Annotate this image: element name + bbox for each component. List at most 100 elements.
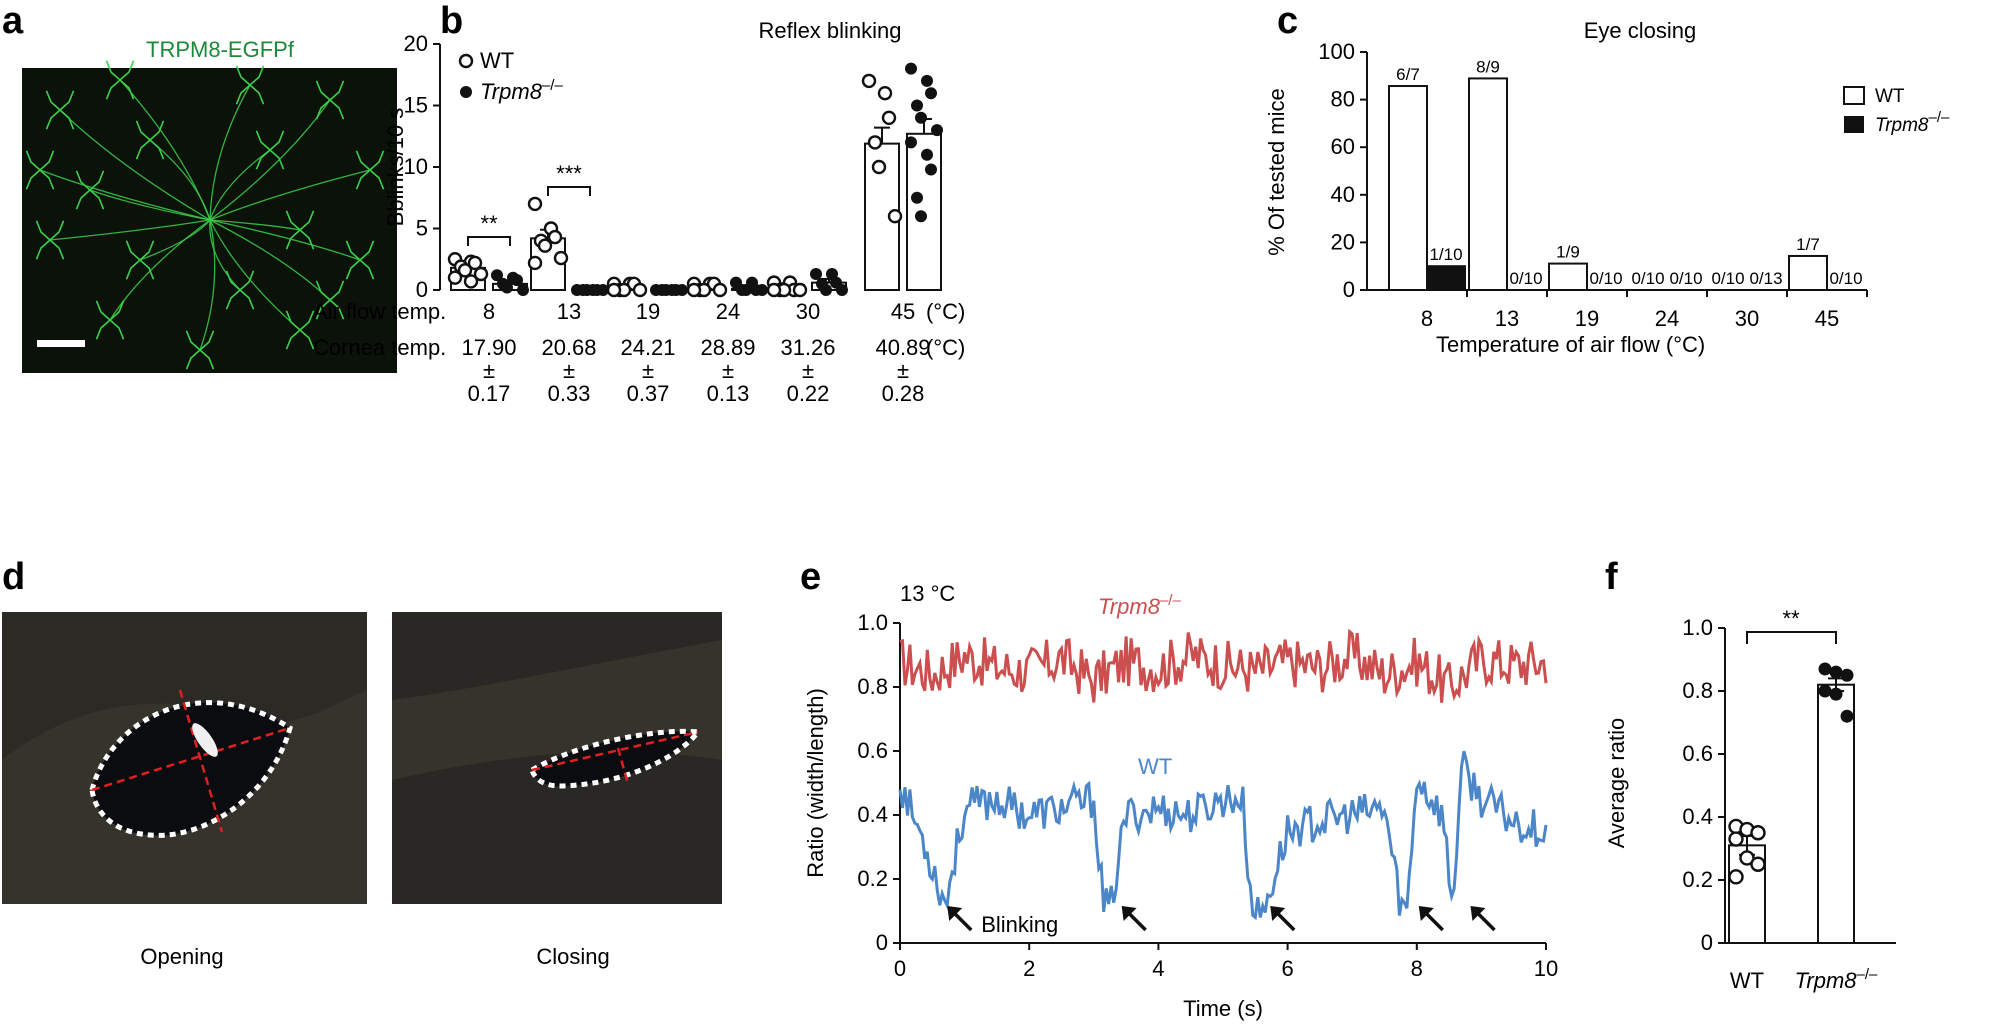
nerve-terminal: [25, 150, 41, 171]
e-y-label: Ratio (width/length): [803, 688, 828, 878]
nerve-terminal: [225, 289, 241, 310]
b-point-ko: [921, 148, 933, 161]
b-cornea-pm: ±: [722, 358, 734, 383]
e-blink-arrow-head: [1121, 906, 1137, 921]
f-significance-label: **: [1782, 606, 1800, 631]
nerve-fiber: [209, 219, 361, 261]
b-x-category: 8: [483, 299, 495, 324]
b-cornea-pm: ±: [563, 358, 575, 383]
c-bar-label: 0/10: [1711, 269, 1744, 288]
c-bar-wt: [1788, 254, 1828, 292]
b-point-ko: [810, 268, 822, 281]
nerve-terminal: [49, 220, 65, 241]
nerve-terminal: [35, 239, 51, 260]
c-y-tick-label: 0: [1343, 277, 1355, 302]
nerve-terminal: [285, 229, 301, 250]
nerve-fiber: [39, 169, 211, 221]
c-legend-wt-label: WT: [1875, 86, 1905, 107]
c-y-tick-label: 60: [1331, 134, 1355, 159]
nerve-terminal: [89, 189, 105, 210]
b-cornea-pm: ±: [802, 358, 814, 383]
nerve-terminal: [355, 169, 371, 190]
f-y-tick-label: 0: [1701, 930, 1713, 955]
opening-caption: Opening: [140, 944, 223, 969]
b-point-wt: [877, 85, 893, 101]
b-point-ko: [915, 111, 927, 124]
b-x-category: 13: [557, 299, 581, 324]
b-y-tick-label: 10: [404, 154, 428, 179]
nerve-terminal: [235, 65, 251, 86]
b-y-tick-label: 15: [404, 93, 428, 118]
nerve-terminal: [345, 240, 361, 261]
nerve-terminal: [75, 189, 91, 210]
b-point-wt: [537, 238, 553, 253]
b-x-category: 19: [636, 299, 660, 324]
nerve-terminal: [119, 79, 135, 100]
nerve-terminal: [255, 149, 271, 170]
nerve-terminal: [35, 220, 51, 241]
b-point-wt: [467, 255, 483, 271]
c-bar-wt: [1468, 77, 1508, 291]
nerve-terminal: [329, 80, 345, 101]
f-point-ko: [1840, 668, 1854, 682]
c-x-tick-label: 8: [1421, 306, 1433, 331]
b-point-wt: [861, 73, 877, 89]
f-point-ko: [1818, 684, 1832, 698]
b-point-ko: [925, 87, 937, 100]
nerve-terminal: [39, 150, 55, 171]
c-bar-wt: [1388, 85, 1428, 291]
nerve-terminal: [239, 270, 255, 291]
b-cornea-sem: 0.33: [548, 381, 591, 406]
e-trace-wt: [898, 750, 1548, 921]
b-significance-bracket: [547, 186, 591, 196]
nerve-terminal: [135, 120, 151, 141]
nerve-terminal: [139, 259, 155, 280]
b-point-ko: [660, 284, 672, 296]
b-point-ko: [517, 284, 529, 296]
b-significance-label: **: [480, 211, 498, 236]
b-point-wt: [447, 270, 463, 285]
f-point-wt: [1728, 831, 1744, 847]
f-y-tick-label: 0.8: [1682, 678, 1713, 703]
chart-c-title: Eye closing: [1584, 18, 1697, 43]
e-blink-arrow-head: [947, 906, 963, 921]
nerve-terminal: [149, 120, 165, 141]
e-y-tick-label: 0.4: [857, 802, 888, 827]
b-point-wt: [712, 282, 728, 298]
e-blink-arrow-head: [1418, 906, 1434, 921]
nerve-terminal: [225, 270, 241, 291]
nerve-fiber: [199, 219, 216, 351]
c-x-tick-label: 13: [1495, 306, 1519, 331]
e-y-tick-label: 0.2: [857, 866, 888, 891]
c-x-label: Temperature of air flow (°C): [1436, 332, 1705, 357]
panel-b-label: b: [440, 0, 463, 42]
panel-d-label: d: [2, 556, 25, 598]
b-point-wt: [887, 208, 903, 224]
nerve-terminal: [125, 259, 141, 280]
nerve-fiber: [209, 169, 371, 221]
b-point-wt: [632, 282, 648, 298]
f-y-tick-label: 0.2: [1682, 867, 1713, 892]
c-bar-label: 1/9: [1556, 243, 1580, 262]
b-point-ko: [491, 269, 503, 282]
f-x-category: WT: [1730, 968, 1764, 993]
c-x-tick-label: 30: [1735, 306, 1759, 331]
scale-bar: [37, 340, 85, 347]
e-trace-ko: [899, 628, 1548, 703]
nerve-terminal: [315, 80, 331, 101]
b-point-wt: [463, 274, 479, 289]
eye-photo-opening: [2, 612, 367, 904]
nerve-terminal: [315, 99, 331, 120]
nerve-terminal: [199, 349, 215, 370]
c-x-tick-label: 45: [1815, 306, 1839, 331]
nerve-terminal: [315, 299, 331, 320]
f-y-tick-label: 1.0: [1682, 615, 1713, 640]
b-point-ko: [740, 284, 752, 296]
b-point-wt: [473, 266, 489, 282]
b-point-ko: [921, 74, 933, 87]
b-cornea-mean: 31.26: [780, 335, 835, 360]
nerve-terminal: [285, 329, 301, 350]
b-legend-wt-marker: [458, 53, 474, 69]
nerve-terminal: [95, 319, 111, 340]
micrograph-caption: TRPM8-EGFPf: [146, 37, 295, 62]
